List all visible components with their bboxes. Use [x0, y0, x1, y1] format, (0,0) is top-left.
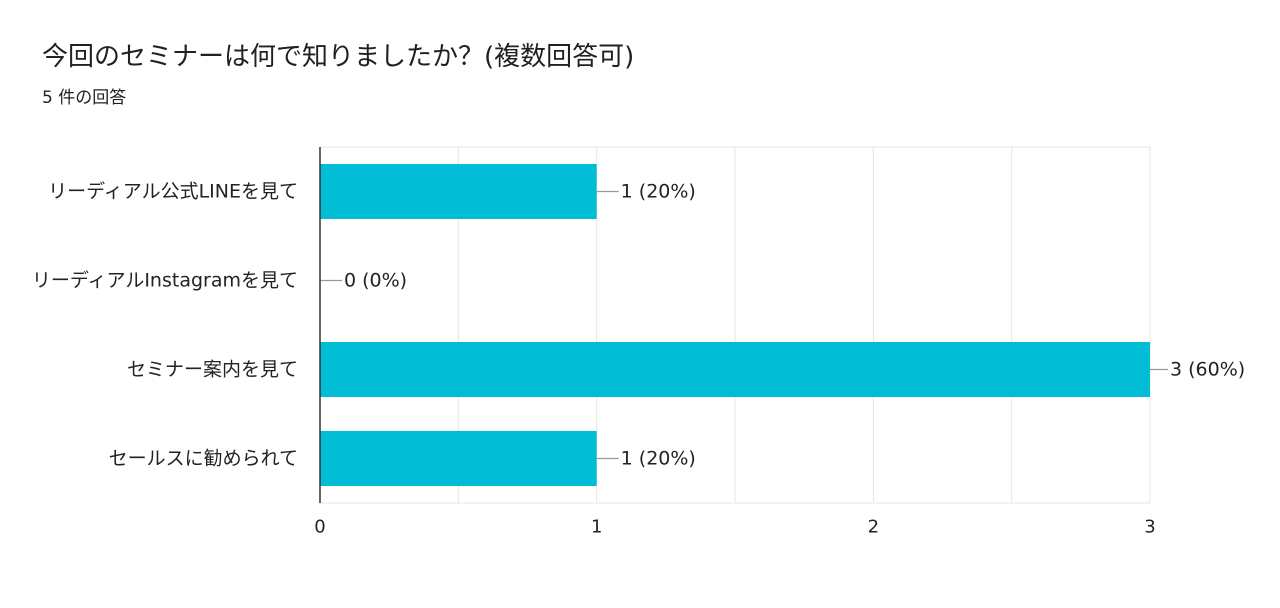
category-label: セミナー案内を見て	[127, 359, 298, 381]
bar	[320, 431, 597, 486]
bar	[320, 164, 597, 219]
x-tick-label: 0	[314, 517, 325, 538]
category-label: リーディアルInstagramを見て	[32, 270, 298, 292]
x-tick-label: 1	[591, 517, 602, 538]
bar	[320, 342, 1150, 397]
data-label: 0 (0%)	[344, 270, 407, 292]
x-tick-label: 2	[868, 517, 879, 538]
category-label: セールスに勧められて	[109, 448, 298, 470]
category-label: リーディアル公式LINEを見て	[48, 181, 298, 203]
data-label: 1 (20%)	[621, 181, 696, 203]
chart-title: 今回のセミナーは何で知りましたか？(複数回答可)	[42, 42, 635, 72]
data-label: 3 (60%)	[1170, 359, 1245, 381]
x-tick-label: 3	[1144, 517, 1155, 538]
data-label: 1 (20%)	[621, 448, 696, 470]
chart-header: 今回のセミナーは何で知りましたか？(複数回答可) 5 件の回答	[42, 40, 634, 110]
response-count: 5 件の回答	[42, 88, 127, 108]
